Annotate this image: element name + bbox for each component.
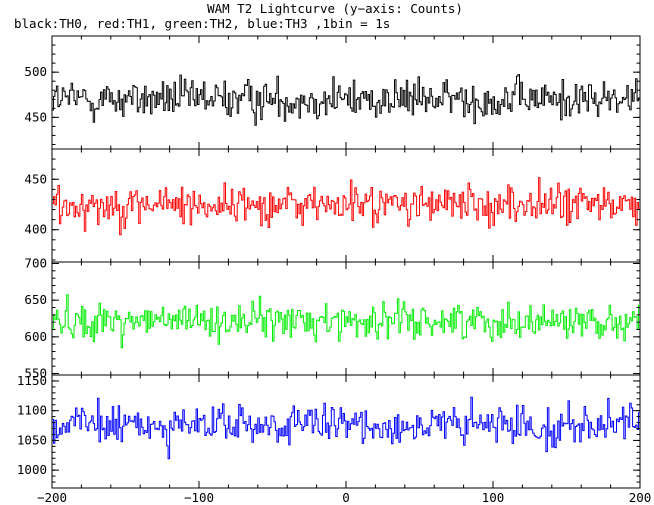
y-tick-label: 650 <box>24 292 47 307</box>
series-th3 <box>52 396 640 460</box>
y-tick-label: 400 <box>24 222 47 237</box>
chart-subtitle: black:TH0, red:TH1, green:TH2, blue:TH3 … <box>14 16 390 31</box>
y-tick-label: 500 <box>24 64 47 79</box>
panels-group: 450 500 400 450 550 600 650 700 1000 1050 1100 1150 <box>17 35 641 489</box>
chart-title: WAM T2 Lightcurve (y−axis: Counts) <box>207 1 463 16</box>
panel-th1: 400 450 <box>24 148 641 263</box>
y-tick-label: 1050 <box>17 432 47 447</box>
y-tick-label: 450 <box>24 171 47 186</box>
x-tick-label: −100 <box>184 490 214 505</box>
panel-th0: 450 500 <box>24 35 641 150</box>
y-tick-label: 1100 <box>17 403 47 418</box>
series-th2 <box>52 294 640 349</box>
panel-th3: 1000 1050 1100 1150 <box>17 373 641 489</box>
series-th0 <box>52 74 640 126</box>
y-tick-label: 550 <box>24 366 47 381</box>
x-tick-label: 0 <box>342 490 350 505</box>
y-tick-label: 600 <box>24 329 47 344</box>
y-tick-label: 1000 <box>17 462 47 477</box>
panel-th2: 550 600 650 700 <box>24 255 641 381</box>
panel-frame <box>51 35 641 150</box>
x-tick-label: −200 <box>37 490 67 505</box>
y-tick-label: 450 <box>24 109 47 124</box>
x-tick-label: 100 <box>482 490 505 505</box>
x-tick-label: 200 <box>629 490 652 505</box>
series-th1 <box>52 177 640 236</box>
y-tick-label: 700 <box>24 255 47 270</box>
x-axis: −200 −100 0 100 200 <box>37 490 651 505</box>
y-tick-label: 1150 <box>17 373 47 388</box>
